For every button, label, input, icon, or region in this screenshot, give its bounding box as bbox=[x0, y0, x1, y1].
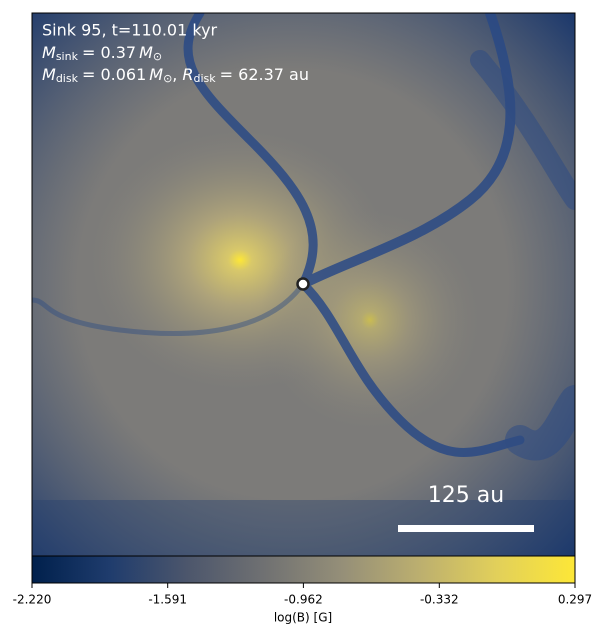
sink-marker bbox=[296, 277, 310, 291]
tick-label: -0.332 bbox=[420, 593, 459, 607]
tick-label: -1.591 bbox=[148, 593, 187, 607]
tick-label: -2.220 bbox=[13, 593, 52, 607]
annotation: Msink = 0.37 M⊙ bbox=[42, 43, 162, 64]
map bbox=[32, 13, 575, 556]
tick-label: 0.297 bbox=[558, 593, 592, 607]
colorbar-ticks: -2.220 -1.591 -0.962 -0.332 0.297 bbox=[13, 583, 592, 607]
annotation: Sink 95, t=110.01 kyr bbox=[42, 21, 218, 40]
colorbar bbox=[31, 555, 576, 584]
colorbar-label: log(B) [G] bbox=[274, 611, 332, 625]
scale-bar-label: 125 au bbox=[428, 483, 504, 508]
annotation: Mdisk = 0.061 M⊙, Rdisk = 62.37 au bbox=[42, 65, 309, 86]
scale-bar bbox=[398, 525, 534, 532]
tick-label: -0.962 bbox=[284, 593, 323, 607]
